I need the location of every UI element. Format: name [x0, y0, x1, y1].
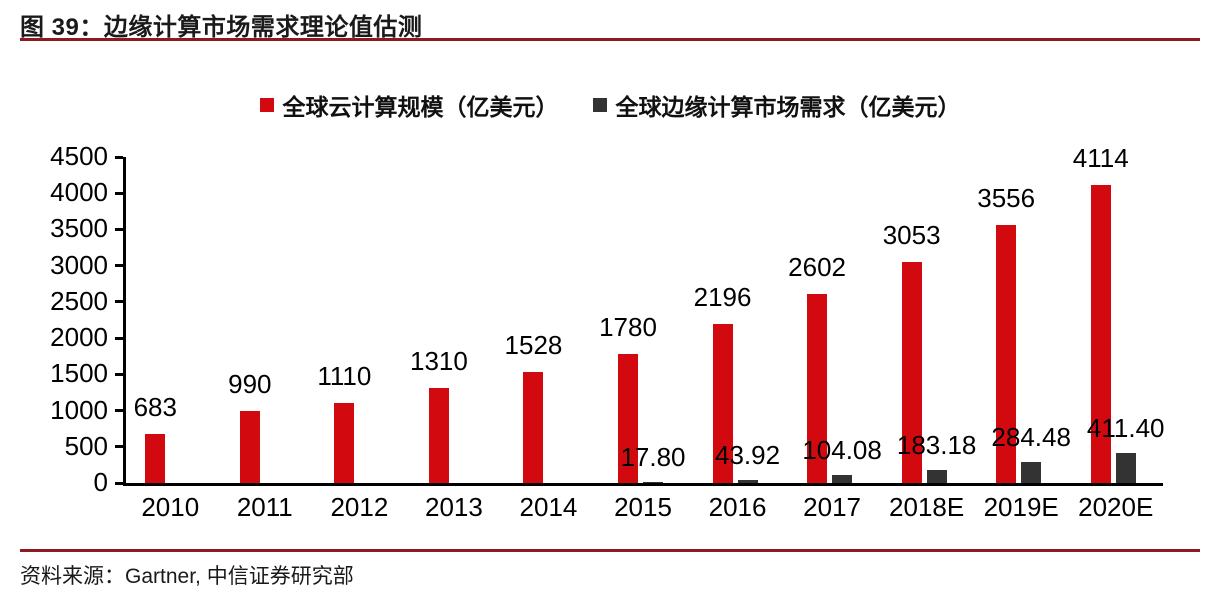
bar-cloud-2016 [712, 323, 733, 483]
bar-label-cloud-2019E: 3556 [977, 183, 1036, 214]
title-rule [20, 38, 1200, 41]
bar-edge-2020E [1115, 453, 1136, 483]
legend-item-edge: 全球边缘计算市场需求（亿美元） [592, 88, 961, 122]
bar-label-cloud-2010: 683 [133, 391, 177, 422]
bar-label-cloud-2017: 2602 [788, 252, 846, 283]
bar-cloud-2015 [618, 354, 638, 483]
bar-label-cloud-2015: 1780 [599, 312, 657, 343]
y-axis-tick-label: 0 [93, 467, 108, 497]
y-axis-tick [115, 191, 123, 195]
y-axis [123, 157, 126, 486]
bar-label-edge-2020E: 411.40 [1086, 413, 1165, 444]
x-axis-tick-label: 2017 [803, 492, 861, 522]
legend-label-cloud: 全球云计算规模（亿美元） [282, 94, 559, 120]
x-axis-tick-label: 2013 [424, 492, 483, 522]
footer-rule [20, 549, 1200, 552]
legend-swatch-edge-icon [592, 98, 607, 112]
y-axis-tick [115, 481, 123, 485]
bar-edge-2019E [1021, 462, 1042, 483]
bar-cloud-2013 [428, 388, 449, 483]
bar-label-cloud-2014: 1528 [504, 330, 563, 361]
y-axis-tick [115, 264, 123, 268]
bar-cloud-2014 [523, 372, 544, 483]
y-axis-tick [115, 155, 123, 159]
y-axis-tick [115, 445, 123, 449]
y-axis-tick-label: 3500 [50, 213, 108, 244]
bar-label-cloud-2011: 990 [228, 369, 272, 400]
x-axis-tick-label: 2018E [889, 492, 965, 522]
legend-swatch-cloud-icon [259, 98, 274, 112]
bar-label-cloud-2012: 1110 [317, 360, 372, 391]
y-axis-tick-label: 1000 [50, 394, 108, 425]
y-axis-tick-label: 500 [64, 430, 108, 461]
bar-cloud-2019E [996, 225, 1017, 483]
bar-cloud-2020E [1090, 184, 1111, 483]
legend-label-edge: 全球边缘计算市场需求（亿美元） [615, 94, 961, 120]
y-axis-tick [115, 227, 123, 231]
x-axis-tick-label: 2012 [330, 492, 389, 522]
x-axis-tick-label: 2020E [1078, 492, 1154, 522]
bar-cloud-2010 [145, 433, 166, 483]
bar-edge-2015 [643, 481, 663, 483]
y-axis-tick-label: 1500 [50, 358, 108, 389]
y-axis-tick-label: 4500 [50, 141, 108, 171]
bar-label-edge-2015: 17.80 [620, 441, 686, 472]
y-axis-tick [115, 336, 123, 340]
x-axis-tick-label: 2019E [983, 492, 1059, 522]
bar-label-edge-2018E: 183.18 [896, 429, 977, 460]
bar-label-cloud-2020E: 4114 [1072, 142, 1129, 173]
legend: 全球云计算规模（亿美元） 全球边缘计算市场需求（亿美元） [0, 88, 1220, 122]
bar-cloud-2011 [239, 411, 260, 483]
bar-label-edge-2017: 104.08 [802, 435, 882, 466]
y-axis-tick-label: 4000 [50, 177, 108, 208]
bar-label-cloud-2016: 2196 [693, 281, 752, 312]
bar-cloud-2018E [901, 261, 922, 483]
y-axis-tick [115, 300, 123, 304]
bar-edge-2016 [737, 479, 758, 483]
y-axis-tick [115, 372, 123, 376]
bar-edge-2017 [832, 475, 853, 483]
y-axis-tick-label: 2000 [50, 322, 108, 353]
bar-cloud-2012 [334, 402, 355, 483]
bar-label-edge-2019E: 284.48 [991, 422, 1071, 453]
source-note: 资料来源：Gartner, 中信证券研究部 [20, 565, 354, 588]
y-axis-tick-label: 2500 [50, 285, 108, 316]
bar-edge-2018E [926, 469, 947, 483]
bar-label-cloud-2018E: 3053 [882, 219, 941, 250]
bar-cloud-2017 [807, 294, 828, 483]
x-axis-tick-label: 2010 [141, 492, 200, 522]
figure-title: 图 39：边缘计算市场需求理论值估测 [20, 14, 423, 41]
x-axis-tick-label: 2011 [236, 492, 293, 522]
legend-item-cloud: 全球云计算规模（亿美元） [259, 88, 559, 122]
y-axis-tick [115, 409, 123, 413]
x-axis [123, 483, 1163, 486]
x-axis-tick-label: 2014 [519, 492, 578, 522]
x-axis-tick-label: 2015 [614, 492, 672, 522]
bar-label-cloud-2013: 1310 [409, 346, 468, 377]
y-axis-tick-label: 3000 [50, 249, 108, 280]
bar-label-edge-2016: 43.92 [714, 439, 781, 470]
x-axis-tick-label: 2016 [708, 492, 767, 522]
